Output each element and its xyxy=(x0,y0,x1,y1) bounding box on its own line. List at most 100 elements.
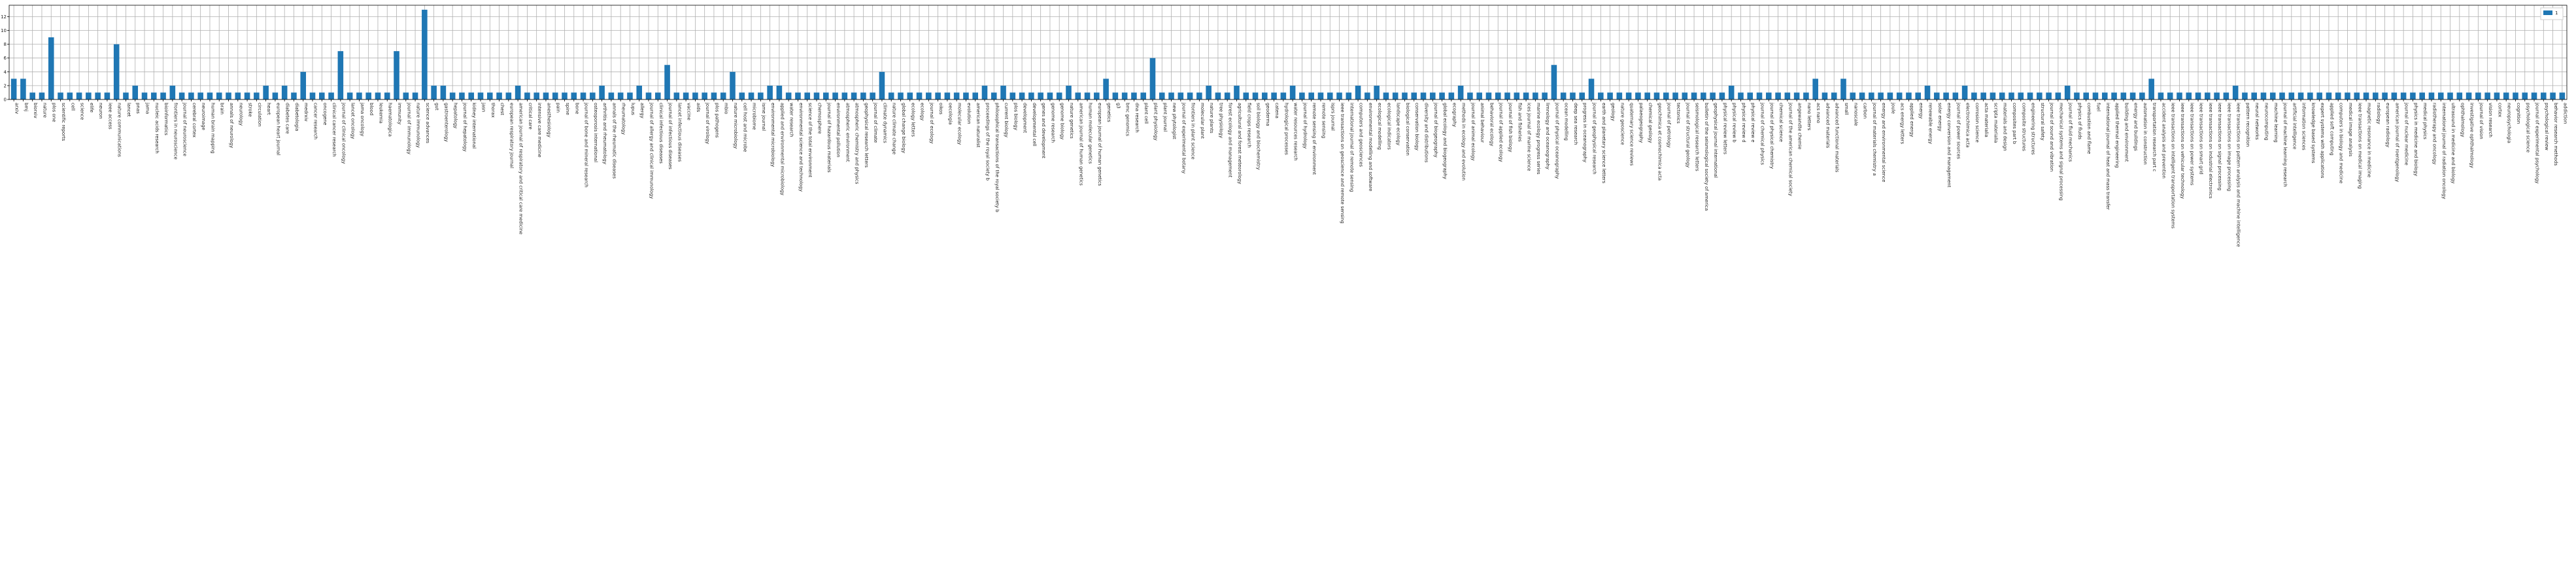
bar xyxy=(1374,85,1380,99)
y-tick-label: 12 xyxy=(1,14,7,20)
x-tick-label: behavioral ecology xyxy=(1489,103,1494,146)
bar xyxy=(1112,92,1119,99)
bar xyxy=(459,92,465,99)
bar xyxy=(2335,92,2341,99)
x-tick-label: psychological science xyxy=(2525,103,2530,152)
bar xyxy=(440,85,447,99)
x-tick-label: ieee transactions on signal processing xyxy=(2217,103,2222,190)
bar xyxy=(151,92,157,99)
x-tick-label: geophysical research letters xyxy=(864,103,869,168)
x-tick-label: mechanical systems and signal processing xyxy=(2058,103,2063,201)
x-tick-label: ophthalmology xyxy=(2460,103,2465,137)
bar xyxy=(2214,92,2220,99)
bar xyxy=(2092,92,2099,99)
x-tick-label: nanoscale xyxy=(1853,103,1858,126)
bar xyxy=(2148,79,2154,99)
bar xyxy=(1262,92,1268,99)
bar xyxy=(1644,92,1650,99)
bar xyxy=(515,85,521,99)
bar xyxy=(1038,92,1043,99)
bar xyxy=(1224,92,1230,99)
x-tick-label: nature microbiology xyxy=(733,103,738,149)
bar xyxy=(664,65,670,99)
x-tick-label: carbon xyxy=(1863,103,1868,118)
bar xyxy=(673,92,680,99)
x-tick-label: journal of infectious diseases xyxy=(668,102,673,169)
x-tick-label: scientific reports xyxy=(61,103,66,141)
bar xyxy=(1149,58,1156,99)
x-tick-label: molecular ecology xyxy=(957,103,962,145)
x-tick-label: computers and geosciences xyxy=(1359,103,1364,167)
bar xyxy=(898,92,904,99)
bar xyxy=(1588,79,1595,99)
bar xyxy=(300,71,307,99)
bar xyxy=(291,92,297,99)
x-tick-label: journal of sound and vibration xyxy=(2049,102,2054,171)
bar xyxy=(449,92,456,99)
x-tick-label: global ecology and biogeography xyxy=(1442,103,1448,179)
bar xyxy=(562,92,568,99)
x-tick-label: ieee transactions on intelligent transpo… xyxy=(2171,103,2176,228)
x-tick-label: fish and fisheries xyxy=(1517,103,1522,142)
bar xyxy=(1009,92,1016,99)
bar xyxy=(1206,85,1212,99)
x-tick-label: oecologia xyxy=(947,103,953,125)
bar xyxy=(20,79,26,99)
bar xyxy=(1346,92,1352,99)
x-tick-label: acs nano xyxy=(1816,103,1821,123)
x-tick-label: neuron xyxy=(98,103,103,119)
bar xyxy=(841,92,848,99)
bar xyxy=(1000,85,1006,99)
bar xyxy=(58,92,63,99)
x-tick-label: journal of hazardous materials xyxy=(826,102,832,173)
x-tick-label: bone xyxy=(574,103,579,114)
bar xyxy=(95,92,101,99)
bar xyxy=(599,85,605,99)
x-tick-label: ieee access xyxy=(107,103,112,130)
x-tick-label: nano letters xyxy=(1806,103,1812,131)
x-tick-label: kidney international xyxy=(471,103,477,149)
x-tick-label: deep sea research xyxy=(1573,103,1578,145)
x-tick-label: ieee transactions on industrial electron… xyxy=(2208,103,2213,199)
bar xyxy=(552,92,558,99)
x-tick-label: allergy xyxy=(639,103,645,118)
x-tick-label: journal of clinical oncology xyxy=(341,102,346,164)
x-tick-label: nature communications xyxy=(117,103,122,157)
bar xyxy=(2550,92,2556,99)
bar xyxy=(505,92,512,99)
bar xyxy=(468,92,475,99)
bar xyxy=(1066,85,1072,99)
x-tick-label: vaccine xyxy=(686,103,692,120)
bar xyxy=(1635,92,1641,99)
bar xyxy=(935,92,941,99)
x-tick-label: journal of materials chemistry a xyxy=(1872,102,1877,176)
x-tick-label: nature xyxy=(42,103,47,118)
bar xyxy=(1869,92,1874,99)
bar xyxy=(2484,92,2490,99)
bar xyxy=(2559,92,2566,99)
x-tick-label: neural networks xyxy=(2254,103,2260,140)
x-tick-label: nature geoscience xyxy=(1619,103,1625,145)
x-tick-label: advanced functional materials xyxy=(1835,103,1840,173)
x-tick-label: geoderma xyxy=(1265,103,1270,126)
bar xyxy=(1178,92,1184,99)
x-tick-label: journal of hepatology xyxy=(462,102,467,152)
x-tick-label: biorxiv xyxy=(33,103,38,118)
bar xyxy=(795,92,801,99)
bar xyxy=(226,92,231,99)
bar xyxy=(1701,92,1706,99)
bar xyxy=(692,92,698,99)
bar xyxy=(29,92,35,99)
bar xyxy=(2456,92,2463,99)
x-tick-label: psychological review xyxy=(2544,103,2549,151)
x-tick-label: medical image analysis xyxy=(2348,103,2353,157)
x-tick-label: journal of climate xyxy=(873,102,878,143)
bar xyxy=(683,92,689,99)
x-tick-label: chest xyxy=(500,103,505,115)
x-tick-label: radiology xyxy=(2376,103,2381,124)
x-tick-label: small xyxy=(1844,103,1849,115)
x-tick-label: forest ecology and management xyxy=(1228,103,1233,177)
x-tick-label: oncogene xyxy=(322,103,328,125)
x-tick-label: international journal of remote sensing xyxy=(1349,103,1354,192)
bar xyxy=(1961,85,1968,99)
